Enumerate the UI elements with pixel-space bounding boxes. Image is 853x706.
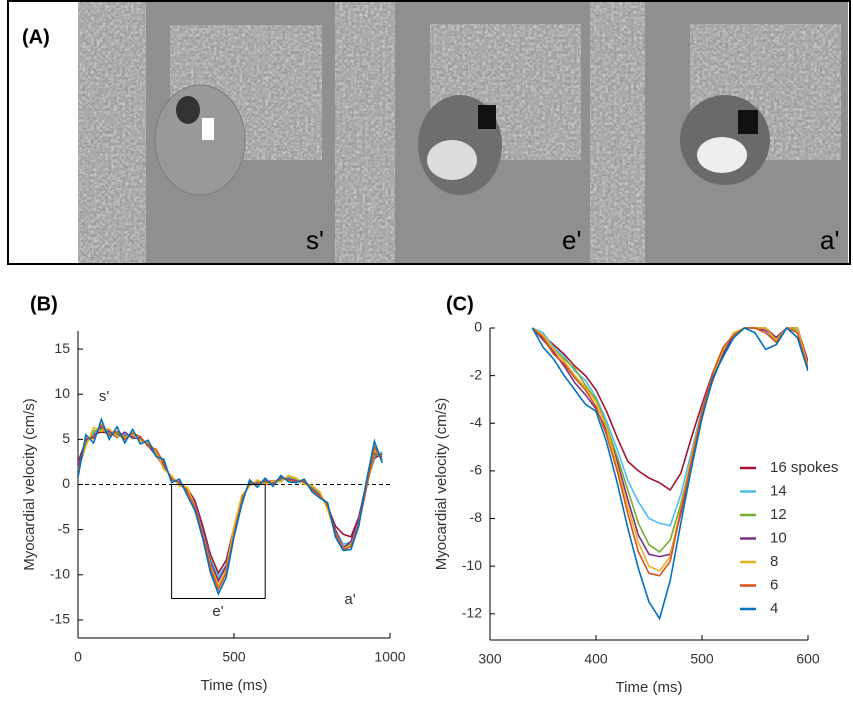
annotation: s' (99, 388, 110, 405)
series-line (531, 327, 808, 572)
y-tick-label: -5 (58, 520, 71, 536)
mri-frame (78, 2, 335, 263)
panel-label: (A) (22, 26, 50, 48)
annotation: e' (212, 603, 223, 620)
y-axis-label: Myocardial velocity (cm/s) (21, 398, 38, 571)
y-tick-label: -2 (470, 366, 483, 382)
panel-label: (B) (30, 293, 58, 315)
plot-area (531, 326, 808, 621)
zoom-box (171, 484, 266, 599)
annotation: a' (344, 591, 355, 608)
y-tick-label: -6 (470, 462, 483, 478)
x-tick-label: 1000 (374, 649, 405, 665)
x-axis-label: Time (ms) (201, 677, 268, 694)
x-axis-label: Time (ms) (616, 679, 683, 696)
y-tick-label: 10 (54, 385, 70, 401)
legend-label: 4 (770, 600, 778, 617)
y-tick-label: -15 (50, 611, 70, 627)
y-tick-label: -12 (462, 605, 482, 621)
legend-label: 8 (770, 553, 778, 570)
legend-label: 10 (770, 529, 787, 546)
y-tick-label: 15 (54, 340, 70, 356)
x-tick-label: 600 (796, 651, 820, 667)
legend-label: 16 spokes (770, 459, 838, 476)
series-line (531, 326, 808, 621)
series-line (531, 327, 808, 558)
x-tick-label: 500 (222, 649, 246, 665)
series-line (531, 327, 808, 553)
x-tick-label: 400 (584, 651, 608, 667)
frame-label: s' (306, 225, 324, 255)
x-tick-label: 0 (74, 649, 82, 665)
series-line (532, 327, 808, 527)
y-tick-label: 5 (62, 430, 70, 446)
series-line (78, 417, 383, 596)
y-axis-label: Myocardial velocity (cm/s) (433, 398, 450, 571)
legend-label: 14 (770, 482, 787, 499)
mri-frame (590, 2, 848, 263)
series-line (78, 426, 383, 588)
plot-area (78, 417, 390, 596)
y-tick-label: -8 (470, 509, 483, 525)
series-line (78, 423, 383, 592)
panel-a: (A) s' e' a' (7, 0, 851, 265)
y-tick-label: -4 (470, 414, 483, 430)
frame-label: a' (820, 225, 839, 255)
series-line (531, 327, 808, 577)
y-tick-label: -10 (462, 557, 482, 573)
x-tick-label: 500 (690, 651, 714, 667)
mri-frame (335, 2, 590, 263)
frame-label: e' (562, 225, 581, 255)
series-line (531, 327, 808, 492)
legend-label: 12 (770, 506, 787, 523)
legend-label: 6 (770, 576, 778, 593)
x-tick-label: 300 (478, 651, 502, 667)
y-tick-label: -10 (50, 565, 70, 581)
panel-label: (C) (446, 293, 474, 315)
y-tick-label: 0 (474, 319, 482, 335)
y-tick-label: 0 (62, 475, 70, 491)
